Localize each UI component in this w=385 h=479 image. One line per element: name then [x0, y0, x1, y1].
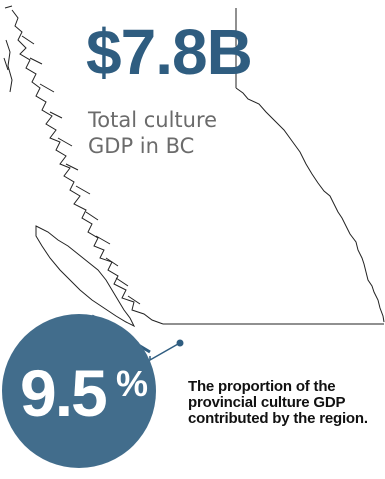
map-inlets: [21, 35, 141, 305]
region-stat-circle: [2, 314, 156, 468]
headline-label-line1: Total culture: [88, 108, 218, 132]
region-stat-unit: %: [116, 363, 149, 404]
map-eastern-boundary: [235, 87, 385, 323]
headline-value: $7.8B: [86, 16, 253, 88]
leader-dot: [176, 339, 184, 347]
headline-label: Total culture GDP in BC: [88, 107, 217, 159]
map-northern-top: [4, 5, 13, 9]
headline-label-line2: GDP in BC: [88, 134, 195, 158]
leader-line: [149, 343, 179, 362]
map-west-coastline: [11, 9, 164, 325]
region-stat-value: 9.5: [20, 356, 108, 430]
map-vancouver-island: [35, 225, 136, 328]
map-haida-gwaii: [3, 39, 13, 93]
region-stat-caption: The proportion of the provincial culture…: [188, 378, 368, 427]
